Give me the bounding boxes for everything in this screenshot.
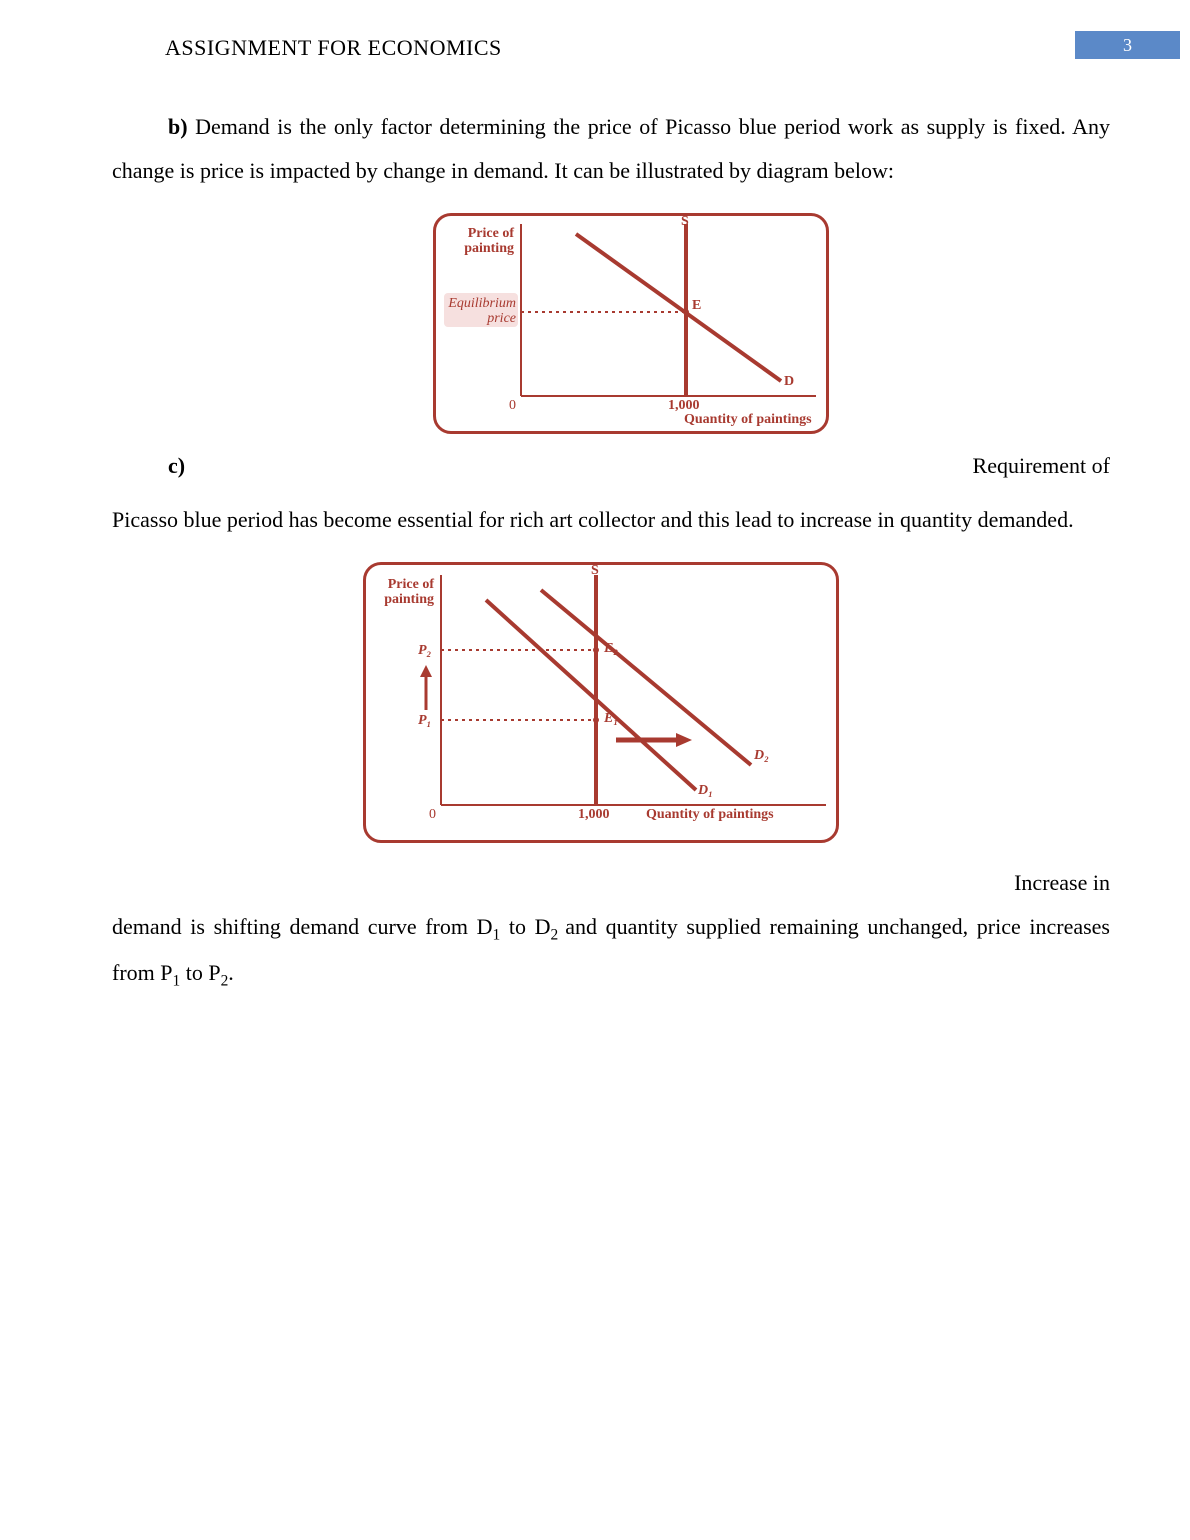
chart2-s: S — [591, 563, 599, 578]
chart1-origin: 0 — [509, 398, 516, 413]
chart1-d-label: D — [784, 374, 794, 389]
chart1-ylabel: Price ofpainting — [452, 226, 514, 257]
page-header: ASSIGNMENT FOR ECONOMICS 3 — [0, 35, 1190, 75]
d-r4: to P — [180, 960, 220, 985]
chart2-e2: E₂ — [604, 641, 618, 656]
d-s2: 2 — [551, 926, 566, 943]
chart2-d1: D₁ — [698, 783, 713, 798]
header-title: ASSIGNMENT FOR ECONOMICS — [165, 35, 502, 61]
paragraph-d-rest: demand is shifting demand curve from D1 … — [112, 905, 1110, 997]
d-r2: to D — [500, 914, 550, 939]
page-number-badge: 3 — [1075, 31, 1180, 59]
chart-equilibrium: Price ofpainting Equilibriumprice E S D … — [433, 213, 829, 434]
chart2-p1: P₁ — [418, 713, 431, 728]
chart2-svg — [366, 565, 836, 840]
paragraph-c-line1: c) Requirement of — [112, 444, 1110, 488]
label-c: c) — [168, 453, 185, 478]
chart2-ylabel: Price ofpainting — [372, 577, 434, 608]
text-c-lead: Requirement of — [973, 444, 1110, 488]
chart1-e-label: E — [692, 298, 701, 313]
chart1-xlabel: Quantity of paintings — [684, 412, 812, 427]
chart2-p2: P₂ — [418, 643, 431, 658]
paragraph-b: b) Demand is the only factor determining… — [112, 105, 1110, 193]
d-r1: demand is shifting demand curve from D — [112, 914, 493, 939]
label-b: b) — [168, 114, 188, 139]
text-b: Demand is the only factor determining th… — [112, 114, 1110, 183]
chart1-eq-label: Equilibriumprice — [446, 296, 516, 327]
d-r5: . — [228, 960, 234, 985]
main-content: b) Demand is the only factor determining… — [112, 105, 1110, 1007]
paragraph-c-rest: Picasso blue period has become essential… — [112, 498, 1110, 542]
text-d-lead: Increase in — [1014, 861, 1110, 905]
chart-demand-shift: Price ofpainting P₂ P₁ E₂ E₁ S D₁ D₂ 0 1… — [363, 562, 839, 843]
chart2-origin: 0 — [429, 807, 436, 822]
chart2-xlabel: Quantity of paintings — [646, 807, 774, 822]
chart2-xtick: 1,000 — [578, 807, 610, 822]
chart1-s-label: S — [681, 214, 689, 229]
chart2-e1: E₁ — [604, 711, 618, 726]
chart2-d2: D₂ — [754, 748, 769, 763]
